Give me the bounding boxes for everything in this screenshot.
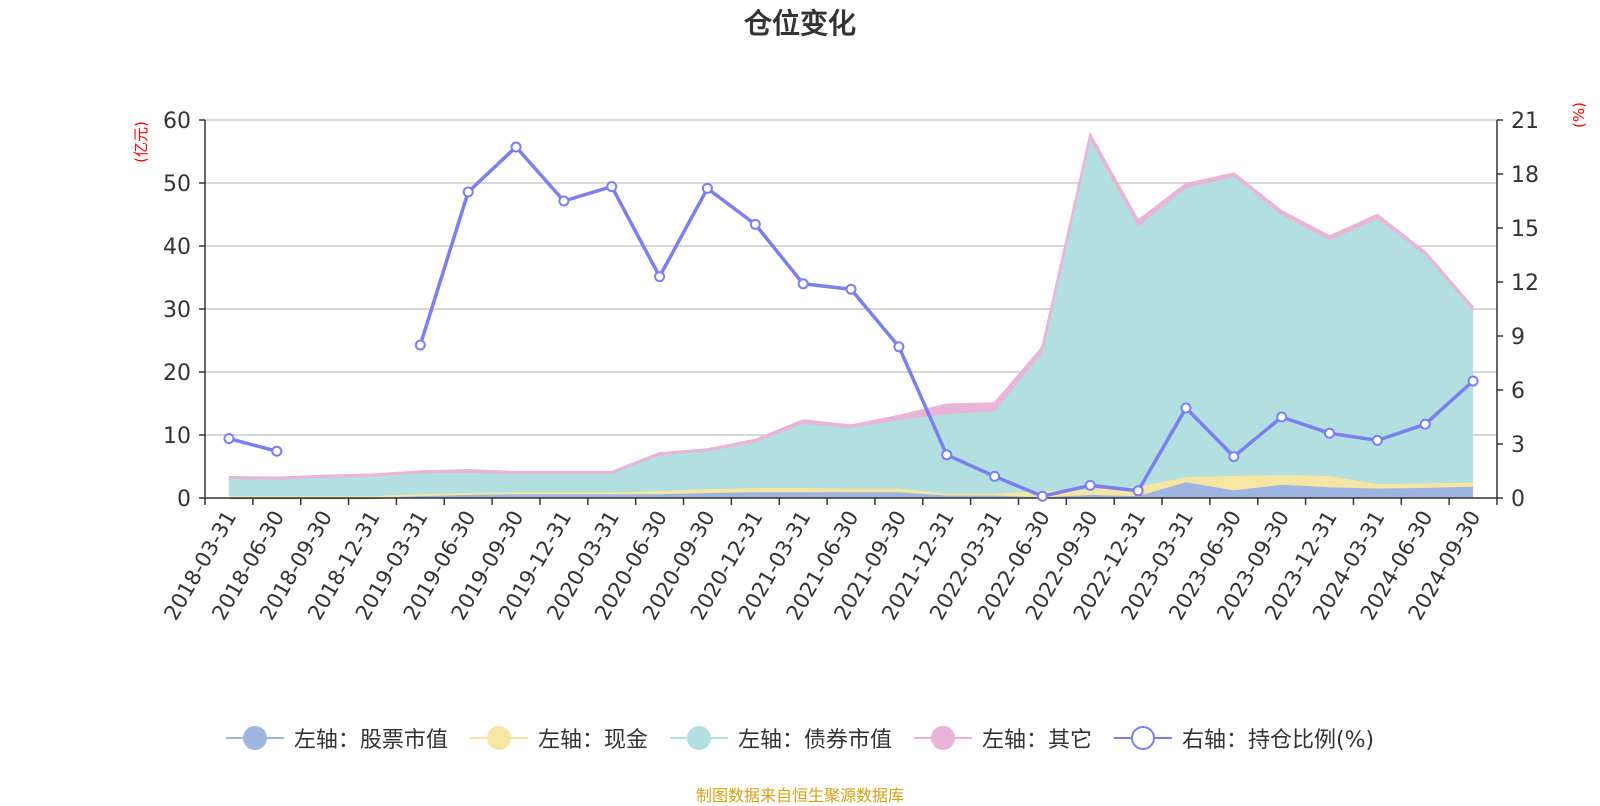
area-左轴：债券市值 (228, 140, 1474, 497)
ratio-point (989, 470, 1001, 482)
legend-swatch-icon (669, 724, 728, 752)
area-左轴：股票市值 (228, 482, 1474, 498)
ratio-point (1180, 402, 1192, 414)
ratio-point (558, 195, 570, 207)
legend-label: 左轴：债券市值 (737, 728, 892, 753)
ratio-line-segment (228, 436, 278, 453)
y-right-tick-label: 12 (1511, 271, 1539, 296)
y-right-tick-label: 3 (1511, 433, 1525, 458)
y-right-axis-label: (%) (1570, 102, 1588, 128)
legend-label: 右轴：持仓比例(%) (1181, 728, 1375, 753)
y-left-tick-label: 30 (163, 298, 191, 323)
ratio-point (1084, 479, 1096, 491)
ratio-point (606, 181, 618, 193)
ratio-point (654, 271, 666, 283)
ratio-point (1132, 485, 1144, 497)
legend-item[interactable]: 左轴：现金 (469, 722, 648, 754)
ratio-point (749, 218, 761, 230)
grid-lines (205, 119, 1497, 436)
ratio-point (1419, 418, 1431, 430)
y-left-axis-label: (亿元) (132, 121, 150, 163)
ratio-point (223, 433, 235, 445)
y-left-tick-label: 0 (177, 487, 191, 512)
ratio-point (271, 445, 283, 457)
y-right-tick-label: 0 (1511, 487, 1525, 512)
ratio-point (1036, 490, 1048, 502)
y-left-tick-label: 60 (163, 109, 191, 134)
legend-swatch-icon (225, 724, 284, 752)
legend-swatch-icon (913, 724, 972, 752)
legend-item[interactable]: 右轴：持仓比例(%) (1113, 722, 1375, 754)
legend-item[interactable]: 左轴：债券市值 (669, 722, 892, 754)
legend-item[interactable]: 左轴：其它 (913, 722, 1092, 754)
y-left-tick-label: 50 (163, 172, 191, 197)
y-left-tick-label: 40 (163, 235, 191, 260)
ratio-point (1276, 411, 1288, 423)
ratio-point (701, 182, 713, 194)
y-right-tick-label: 18 (1511, 163, 1539, 188)
position-ratio-line (223, 141, 1479, 502)
legend-label: 左轴：其它 (981, 728, 1092, 753)
ratio-point (462, 186, 474, 198)
ratio-point (941, 449, 953, 461)
ratio-point (510, 141, 522, 153)
legend-swatch-icon (1113, 724, 1172, 752)
stacked-areas (228, 131, 1475, 500)
ratio-point (893, 341, 905, 353)
y-left-tick-label: 10 (163, 424, 191, 449)
y-right-tick-label: 15 (1511, 217, 1539, 242)
y-right-tick-label: 9 (1511, 325, 1525, 350)
ratio-point (845, 283, 857, 295)
legend: 左轴：股票市值 左轴：现金 左轴：债券市值 左轴：其它 右轴：持仓比例(%) (0, 722, 1600, 754)
y-left-tick-label: 20 (163, 361, 191, 386)
legend-label: 左轴：现金 (537, 728, 648, 753)
chart-title: 仓位变化 (743, 7, 856, 40)
y-right-tick-label: 21 (1511, 109, 1539, 134)
y-right-tick-label: 6 (1511, 379, 1525, 404)
area-edge-左轴：其它 (228, 131, 1475, 480)
legend-label: 左轴：股票市值 (293, 728, 448, 753)
ratio-point (1324, 427, 1336, 439)
legend-item[interactable]: 左轴：股票市值 (225, 722, 448, 754)
ratio-point (1228, 451, 1240, 463)
legend-swatch-icon (469, 724, 528, 752)
source-note: 制图数据来自恒生聚源数据库 (695, 786, 904, 805)
ratio-point (1371, 434, 1383, 446)
ratio-point (414, 339, 426, 351)
ratio-point (1467, 375, 1479, 387)
ratio-point (797, 278, 809, 290)
